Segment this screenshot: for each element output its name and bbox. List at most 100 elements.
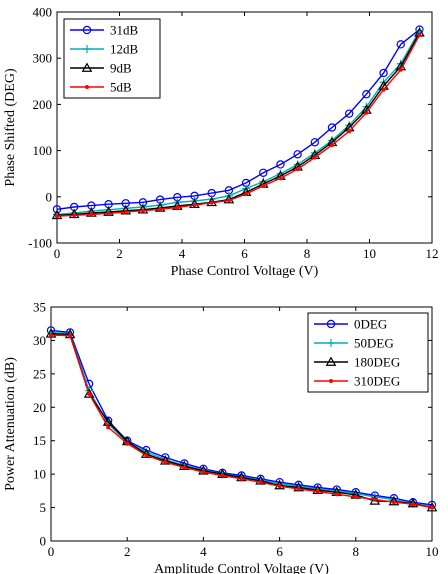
legend-marker-31db bbox=[82, 25, 92, 35]
data-point bbox=[293, 150, 302, 159]
data-point bbox=[259, 168, 268, 177]
legend-label-310deg: 310DEG bbox=[354, 374, 400, 389]
data-point bbox=[417, 33, 422, 38]
legend-label-180deg: 180DEG bbox=[354, 355, 400, 370]
legend-label-9db: 9dB bbox=[110, 61, 132, 76]
data-point bbox=[55, 214, 60, 219]
data-point bbox=[192, 203, 197, 208]
data-point bbox=[398, 67, 403, 72]
y-tick-label: 25 bbox=[33, 366, 46, 381]
y-tick-label: 35 bbox=[33, 300, 46, 315]
legend-label-31db: 31dB bbox=[110, 23, 139, 38]
y-tick-label: 300 bbox=[33, 51, 53, 66]
data-point bbox=[144, 453, 149, 458]
y-tick-label: 400 bbox=[33, 5, 53, 20]
data-point bbox=[274, 479, 285, 490]
data-point bbox=[261, 183, 266, 188]
data-point bbox=[347, 129, 352, 134]
legend-label-5db: 5dB bbox=[110, 80, 132, 95]
series-line-12db bbox=[56, 30, 421, 216]
y-tick-label: 30 bbox=[33, 333, 46, 348]
data-point bbox=[429, 505, 434, 510]
legend-label-0deg: 0DEG bbox=[354, 317, 387, 332]
data-point bbox=[278, 176, 283, 181]
x-tick-label: 6 bbox=[276, 544, 283, 559]
data-point bbox=[163, 460, 168, 465]
data-point bbox=[51, 209, 63, 220]
data-point bbox=[175, 205, 180, 210]
data-point bbox=[344, 109, 354, 118]
x-tick-label: 8 bbox=[353, 544, 360, 559]
x-tick-label: 6 bbox=[241, 246, 248, 261]
data-point bbox=[353, 494, 358, 499]
data-point bbox=[396, 40, 405, 49]
data-point bbox=[68, 333, 73, 338]
data-point bbox=[83, 388, 95, 398]
data-point bbox=[310, 138, 320, 147]
y-axis-title: Power Attenuation (dB) bbox=[3, 357, 18, 491]
data-point bbox=[329, 143, 334, 148]
data-point bbox=[277, 484, 282, 489]
x-tick-label: 2 bbox=[124, 544, 131, 559]
legend: 31dB 12dB 9dB 5dB bbox=[63, 18, 161, 99]
y-tick-label: 0 bbox=[40, 534, 47, 549]
x-tick-label: 10 bbox=[426, 544, 439, 559]
data-point bbox=[334, 492, 339, 497]
y-tick-label: 0 bbox=[46, 189, 53, 204]
legend-marker-180deg bbox=[325, 356, 337, 366]
legend-box bbox=[63, 18, 161, 99]
legend-marker-9db bbox=[81, 62, 93, 72]
data-point bbox=[182, 465, 187, 470]
data-point bbox=[72, 213, 77, 218]
data-point bbox=[226, 198, 231, 203]
data-point bbox=[364, 110, 369, 115]
x-axis-title: Phase Control Voltage (V) bbox=[171, 264, 319, 279]
data-point bbox=[206, 196, 218, 207]
data-point bbox=[209, 200, 214, 205]
data-point bbox=[189, 198, 200, 209]
data-point bbox=[87, 391, 92, 396]
x-tick-label: 12 bbox=[426, 246, 439, 261]
data-point bbox=[258, 480, 263, 485]
y-axis-title: Phase Shifted (DEG) bbox=[3, 68, 18, 187]
series-5db bbox=[55, 33, 422, 219]
data-point bbox=[68, 208, 80, 219]
legend-marker-310deg bbox=[328, 378, 333, 383]
legend-label-12db: 12dB bbox=[110, 42, 139, 57]
data-point bbox=[407, 498, 419, 508]
data-point bbox=[201, 470, 206, 475]
data-point bbox=[388, 496, 400, 506]
data-point bbox=[244, 192, 249, 197]
data-point bbox=[372, 497, 377, 502]
x-tick-label: 0 bbox=[54, 246, 61, 261]
legend-marker-12db bbox=[83, 45, 91, 53]
data-point bbox=[410, 502, 415, 507]
x-tick-label: 10 bbox=[363, 246, 376, 261]
y-tick-label: 15 bbox=[33, 433, 46, 448]
data-point bbox=[137, 204, 149, 214]
data-point bbox=[312, 155, 317, 160]
series-line-31db bbox=[56, 29, 420, 210]
y-tick-label: -100 bbox=[28, 236, 52, 251]
data-point bbox=[239, 476, 244, 481]
data-point bbox=[276, 160, 285, 169]
series-line-5db bbox=[56, 34, 421, 217]
x-tick-label: 4 bbox=[179, 246, 186, 261]
data-point bbox=[327, 123, 337, 132]
y-tick-label: 20 bbox=[33, 400, 46, 415]
power-attenuation-chart: 0 2 4 6 8 10 0 5 10 15 20 25 30 35 Amplitude Control V… bbox=[3, 300, 439, 574]
data-point bbox=[220, 473, 225, 478]
data-point bbox=[89, 212, 94, 217]
data-point bbox=[49, 333, 54, 338]
x-tick-label: 4 bbox=[200, 544, 207, 559]
y-tick-label: 10 bbox=[33, 467, 46, 482]
data-point bbox=[296, 486, 301, 491]
legend-marker-50deg bbox=[327, 339, 335, 347]
legend-marker-0deg bbox=[326, 319, 336, 329]
legend-marker-5db bbox=[85, 85, 90, 90]
legend-label-50deg: 50DEG bbox=[354, 336, 394, 351]
data-point bbox=[362, 90, 371, 99]
data-point bbox=[158, 207, 163, 212]
